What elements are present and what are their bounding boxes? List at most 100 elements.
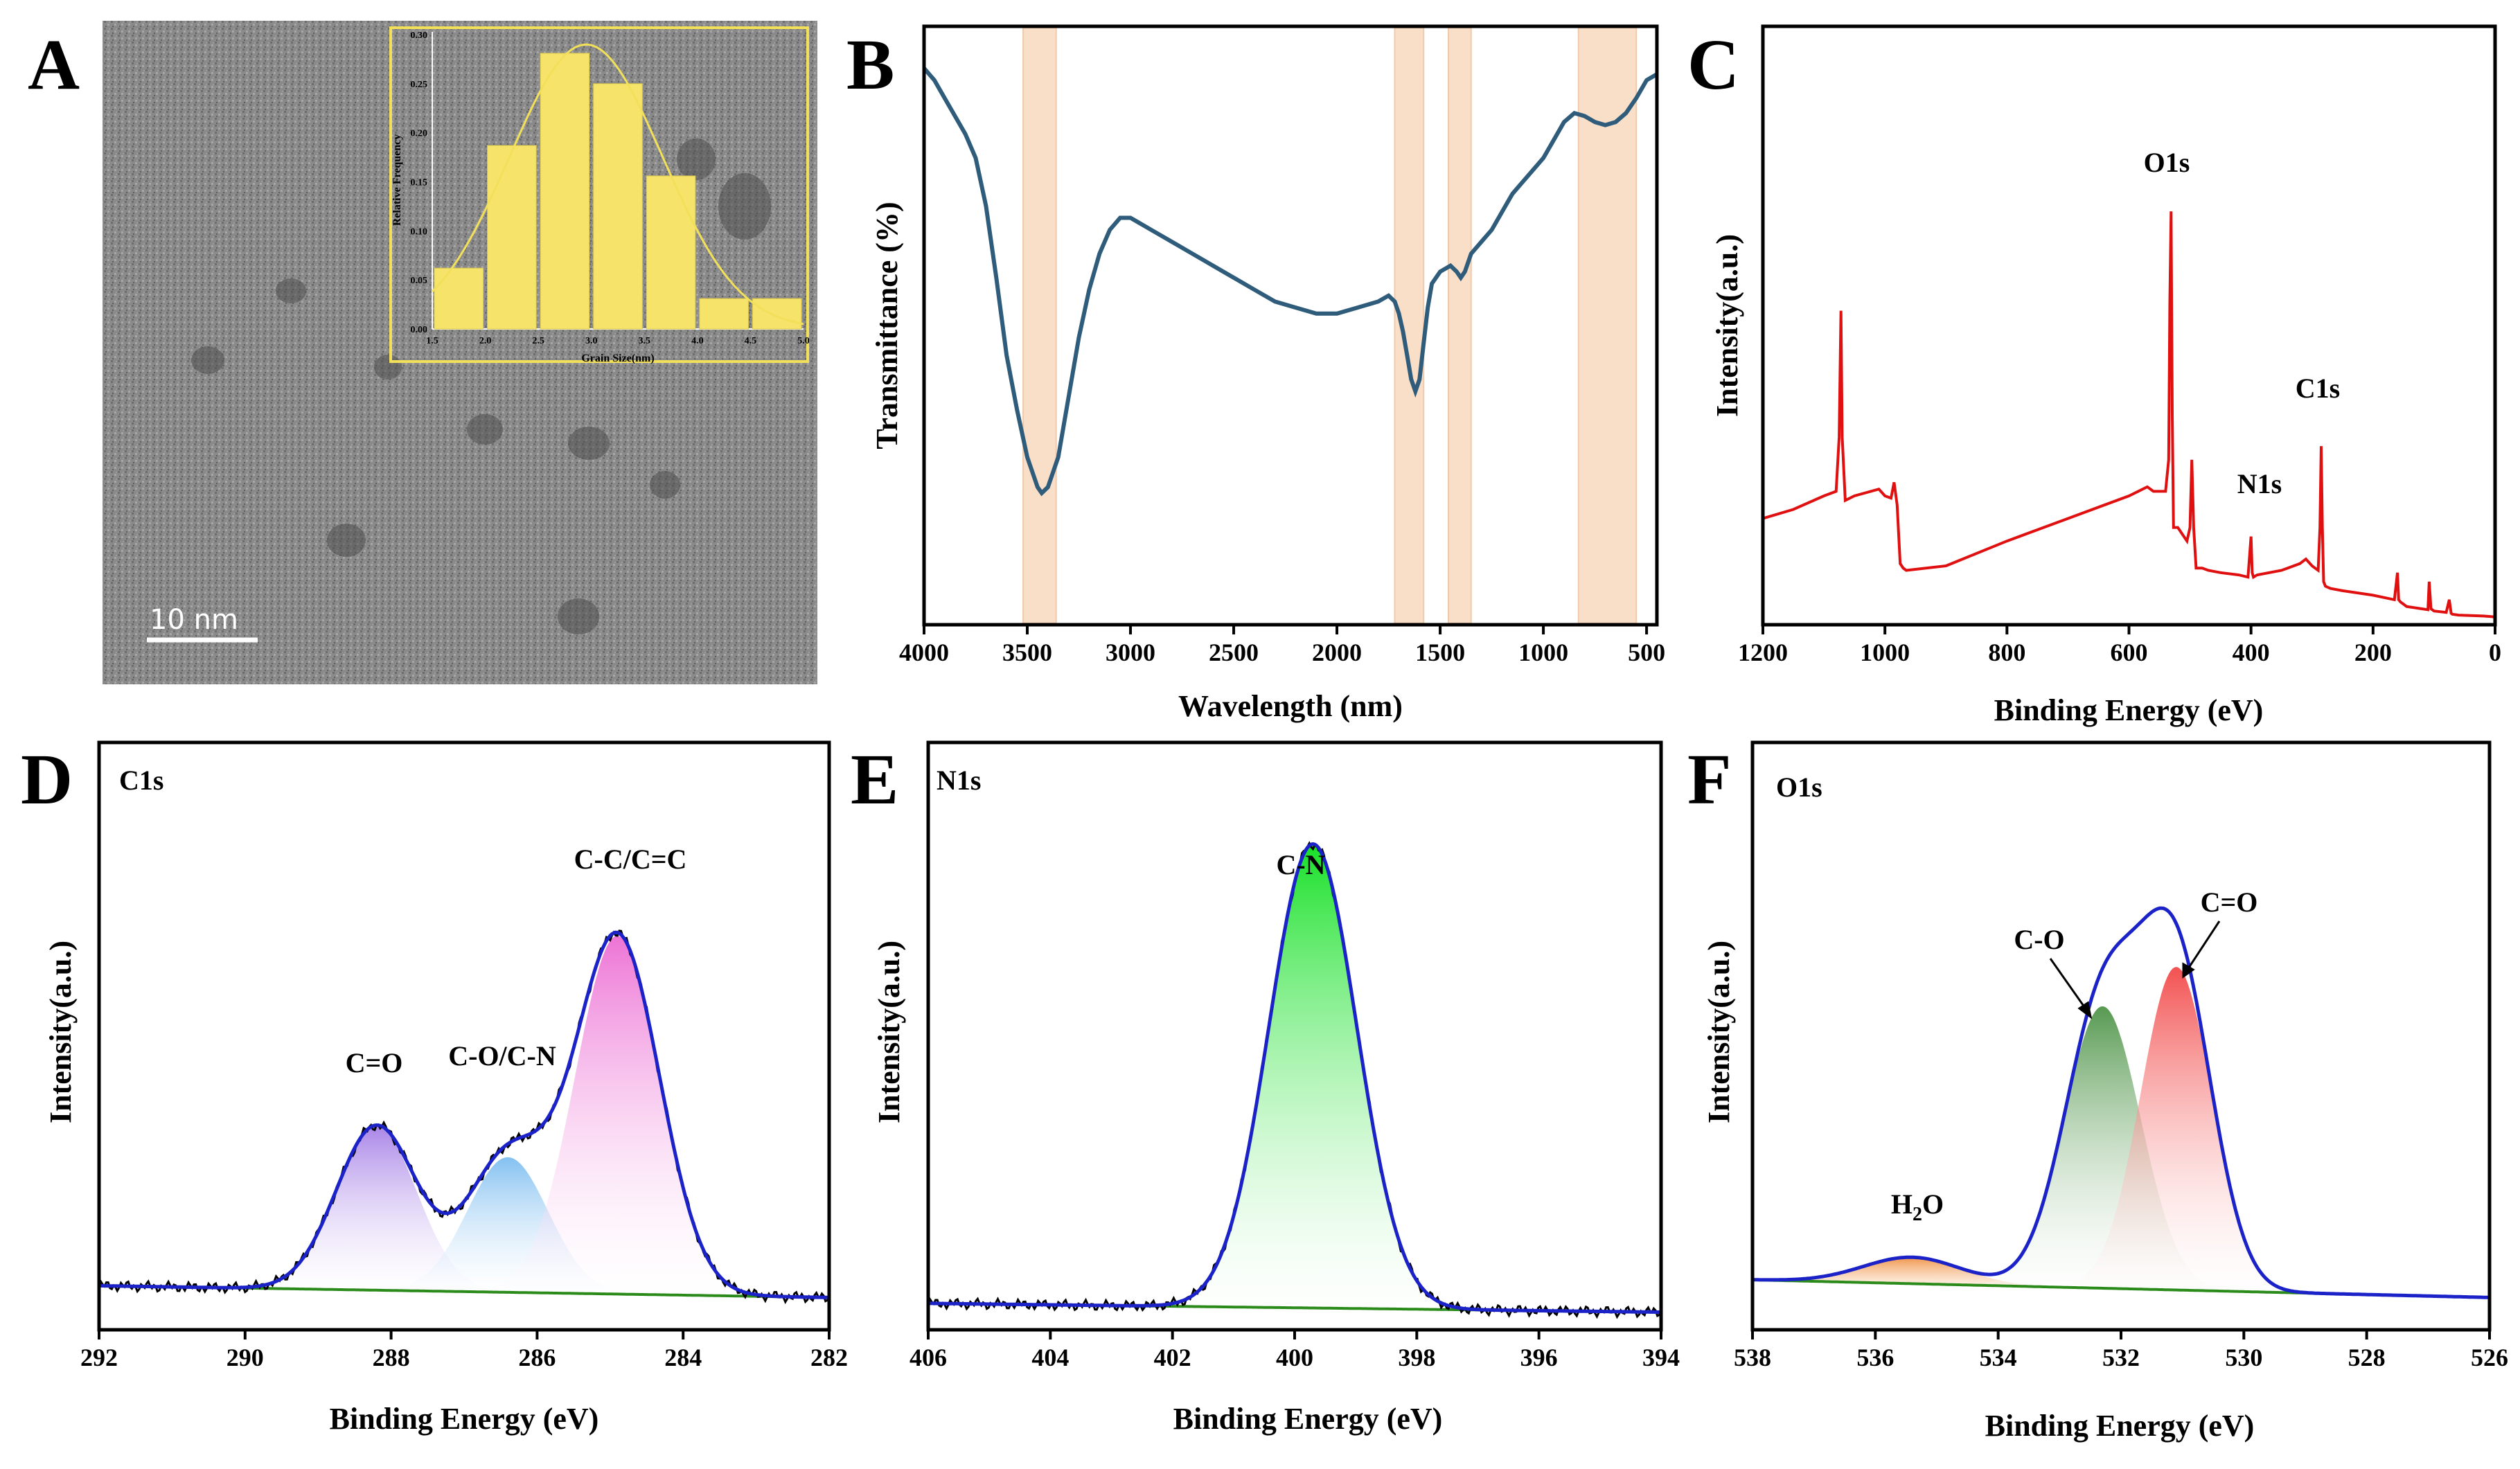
panel-d: D C1s C=O C-O/C-N C-C/C=C 292 290 288 286 28… (21, 740, 848, 1436)
panel-d-y-label: Intensity(a.u.) (44, 941, 78, 1123)
inset-x-tick-label: 3.5 (639, 336, 651, 346)
xps-survey-line (1762, 211, 2496, 618)
inset-y-ticks: 0.00 0.05 0.10 0.15 0.20 0.25 0.30 (411, 30, 428, 335)
arrow-c-double-o-head (2182, 962, 2195, 979)
panel-f-x-tick-label: 528 (2348, 1344, 2386, 1371)
arrow-c-o-head (2077, 1001, 2093, 1020)
c1s-envelope-line (99, 930, 830, 1299)
panel-d-title: C1s (119, 765, 163, 796)
panel-f-x-ticks: 538 536 534 532 530 528 526 (1734, 1330, 2508, 1371)
panel-b-frame (922, 24, 1659, 627)
n1s-envelope-line (928, 842, 1662, 1315)
panel-e-x-tick-label: 394 (1642, 1344, 1680, 1371)
panel-a-letter: A (28, 25, 80, 105)
panel-e-x-ticks: 406 404 402 400 398 396 394 (909, 1330, 1680, 1371)
panel-e-x-tick-label: 402 (1154, 1344, 1191, 1371)
inset-bar (540, 53, 590, 330)
c1s-component-fills (99, 936, 829, 1298)
panel-d-frame (97, 740, 831, 1332)
panel-c-frame (1761, 24, 2497, 627)
inset-x-tick-label: 4.5 (745, 336, 757, 346)
panel-b-x-tick-label: 1000 (1518, 639, 1568, 666)
panel-d-peak-c-o: C=O (346, 1047, 403, 1078)
d-component-2 (99, 936, 829, 1298)
panel-f-x-tick-label: 526 (2471, 1344, 2508, 1371)
o1s-component-fills (1753, 967, 2490, 1298)
panel-c-letter: C (1687, 25, 1739, 105)
inset-x-tick-label: 2.5 (532, 336, 544, 346)
inset-bar (699, 298, 749, 330)
arrow-c-o (2049, 958, 2088, 1011)
panel-b-x-tick-label: 3000 (1106, 639, 1155, 666)
scale-bar: 10 nm (147, 604, 258, 643)
panel-b-x-tick-label: 3500 (1002, 639, 1052, 666)
inset-y-label: Relative Frequency (391, 134, 403, 226)
panel-e-x-tick-label: 404 (1031, 1344, 1069, 1371)
panel-e-letter: E (851, 740, 898, 819)
inset-gaussian-fit (431, 43, 804, 326)
ftir-band (1022, 27, 1057, 624)
inset-y-tick-label: 0.05 (411, 276, 428, 286)
panel-f-x-tick-label: 536 (1856, 1344, 1894, 1371)
tem-particles (191, 139, 771, 634)
n1s-component-fills (928, 844, 1661, 1312)
panel-d-x-tick-label: 286 (518, 1344, 556, 1371)
ftir-band (1577, 27, 1638, 624)
inset-x-label: Grain Size(nm) (581, 353, 654, 364)
panel-f-y-label: Intensity(a.u.) (1702, 941, 1736, 1123)
ftir-band (1394, 27, 1425, 624)
panel-c-x-tick-label: 600 (2111, 639, 2148, 666)
panel-f-x-tick-label: 530 (2225, 1344, 2262, 1371)
panel-f-x-tick-label: 532 (2102, 1344, 2140, 1371)
e-component-0 (928, 844, 1661, 1312)
panel-d-x-tick-label: 284 (664, 1344, 702, 1371)
panel-c-peak-c1s: C1s (2296, 373, 2340, 404)
panel-b-x-ticks: 4000 3500 3000 2500 2000 1500 1000 500 (899, 625, 1665, 666)
inset-bars (434, 53, 802, 330)
grain-size-inset: 1.5 2.0 2.5 3.0 3.5 4.0 4.5 5.0 0.00 0.05 0.10 0.1… (389, 26, 810, 364)
panel-e-x-tick-label: 398 (1398, 1344, 1435, 1371)
panel-d-x-ticks: 292 290 288 286 284 282 (80, 1330, 848, 1371)
inset-bar (646, 175, 696, 330)
inset-bar (752, 298, 802, 330)
inset-y-tick-label: 0.25 (411, 80, 428, 90)
inset-x-tick-label: 5.0 (797, 336, 810, 346)
panel-e-x-tick-label: 396 (1520, 1344, 1558, 1371)
panel-b-x-tick-label: 1500 (1415, 639, 1465, 666)
inset-x-tick-label: 3.0 (585, 336, 598, 346)
panel-c: C 1200 1000 800 600 400 200 0 O1s N1s C1s Bind… (1687, 24, 2501, 727)
panel-f-title: O1s (1776, 772, 1822, 803)
panel-b: B 4000 3500 3000 2500 2000 1500 1000 500 Wavele… (846, 24, 1665, 723)
panel-d-x-tick-label: 288 (373, 1344, 410, 1371)
panel-b-x-tick-label: 2000 (1312, 639, 1362, 666)
inset-y-tick-label: 0.30 (411, 30, 428, 41)
panel-c-y-label: Intensity(a.u.) (1710, 234, 1744, 417)
inset-y-tick-label: 0.20 (411, 129, 428, 139)
panel-c-x-ticks: 1200 1000 800 600 400 200 0 (1738, 625, 2501, 666)
ftir-bands (1022, 27, 1638, 624)
panel-c-peak-o1s: O1s (2144, 147, 2190, 178)
panel-d-x-tick-label: 282 (810, 1344, 848, 1371)
f-component-2 (1753, 967, 2490, 1298)
inset-bar (593, 83, 643, 330)
inset-bar (434, 267, 484, 330)
panel-b-y-label: Transmittance (%) (870, 202, 904, 449)
f-component-0 (1753, 1257, 2490, 1298)
inset-frame (389, 26, 809, 363)
panel-c-x-tick-label: 1200 (1738, 639, 1788, 666)
panel-c-x-tick-label: 800 (1988, 639, 2025, 666)
panel-b-letter: B (846, 25, 894, 105)
inset-y-tick-label: 0.15 (411, 178, 428, 188)
panel-c-x-tick-label: 400 (2233, 639, 2270, 666)
panel-f-peak-c-o: C-O (2014, 924, 2064, 955)
panel-c-x-tick-label: 1000 (1860, 639, 1910, 666)
o1s-envelope-line (1752, 906, 2490, 1299)
panel-e-x-tick-label: 406 (909, 1344, 947, 1371)
inset-x-tick-label: 4.0 (691, 336, 704, 346)
panel-e-title: N1s (937, 765, 981, 796)
panel-b-x-tick-label: 2500 (1209, 639, 1259, 666)
panel-f-x-label: Binding Energy (eV) (1985, 1409, 2255, 1443)
panel-c-x-label: Binding Energy (eV) (1994, 693, 2264, 727)
panel-c-peak-n1s: N1s (2237, 468, 2282, 499)
